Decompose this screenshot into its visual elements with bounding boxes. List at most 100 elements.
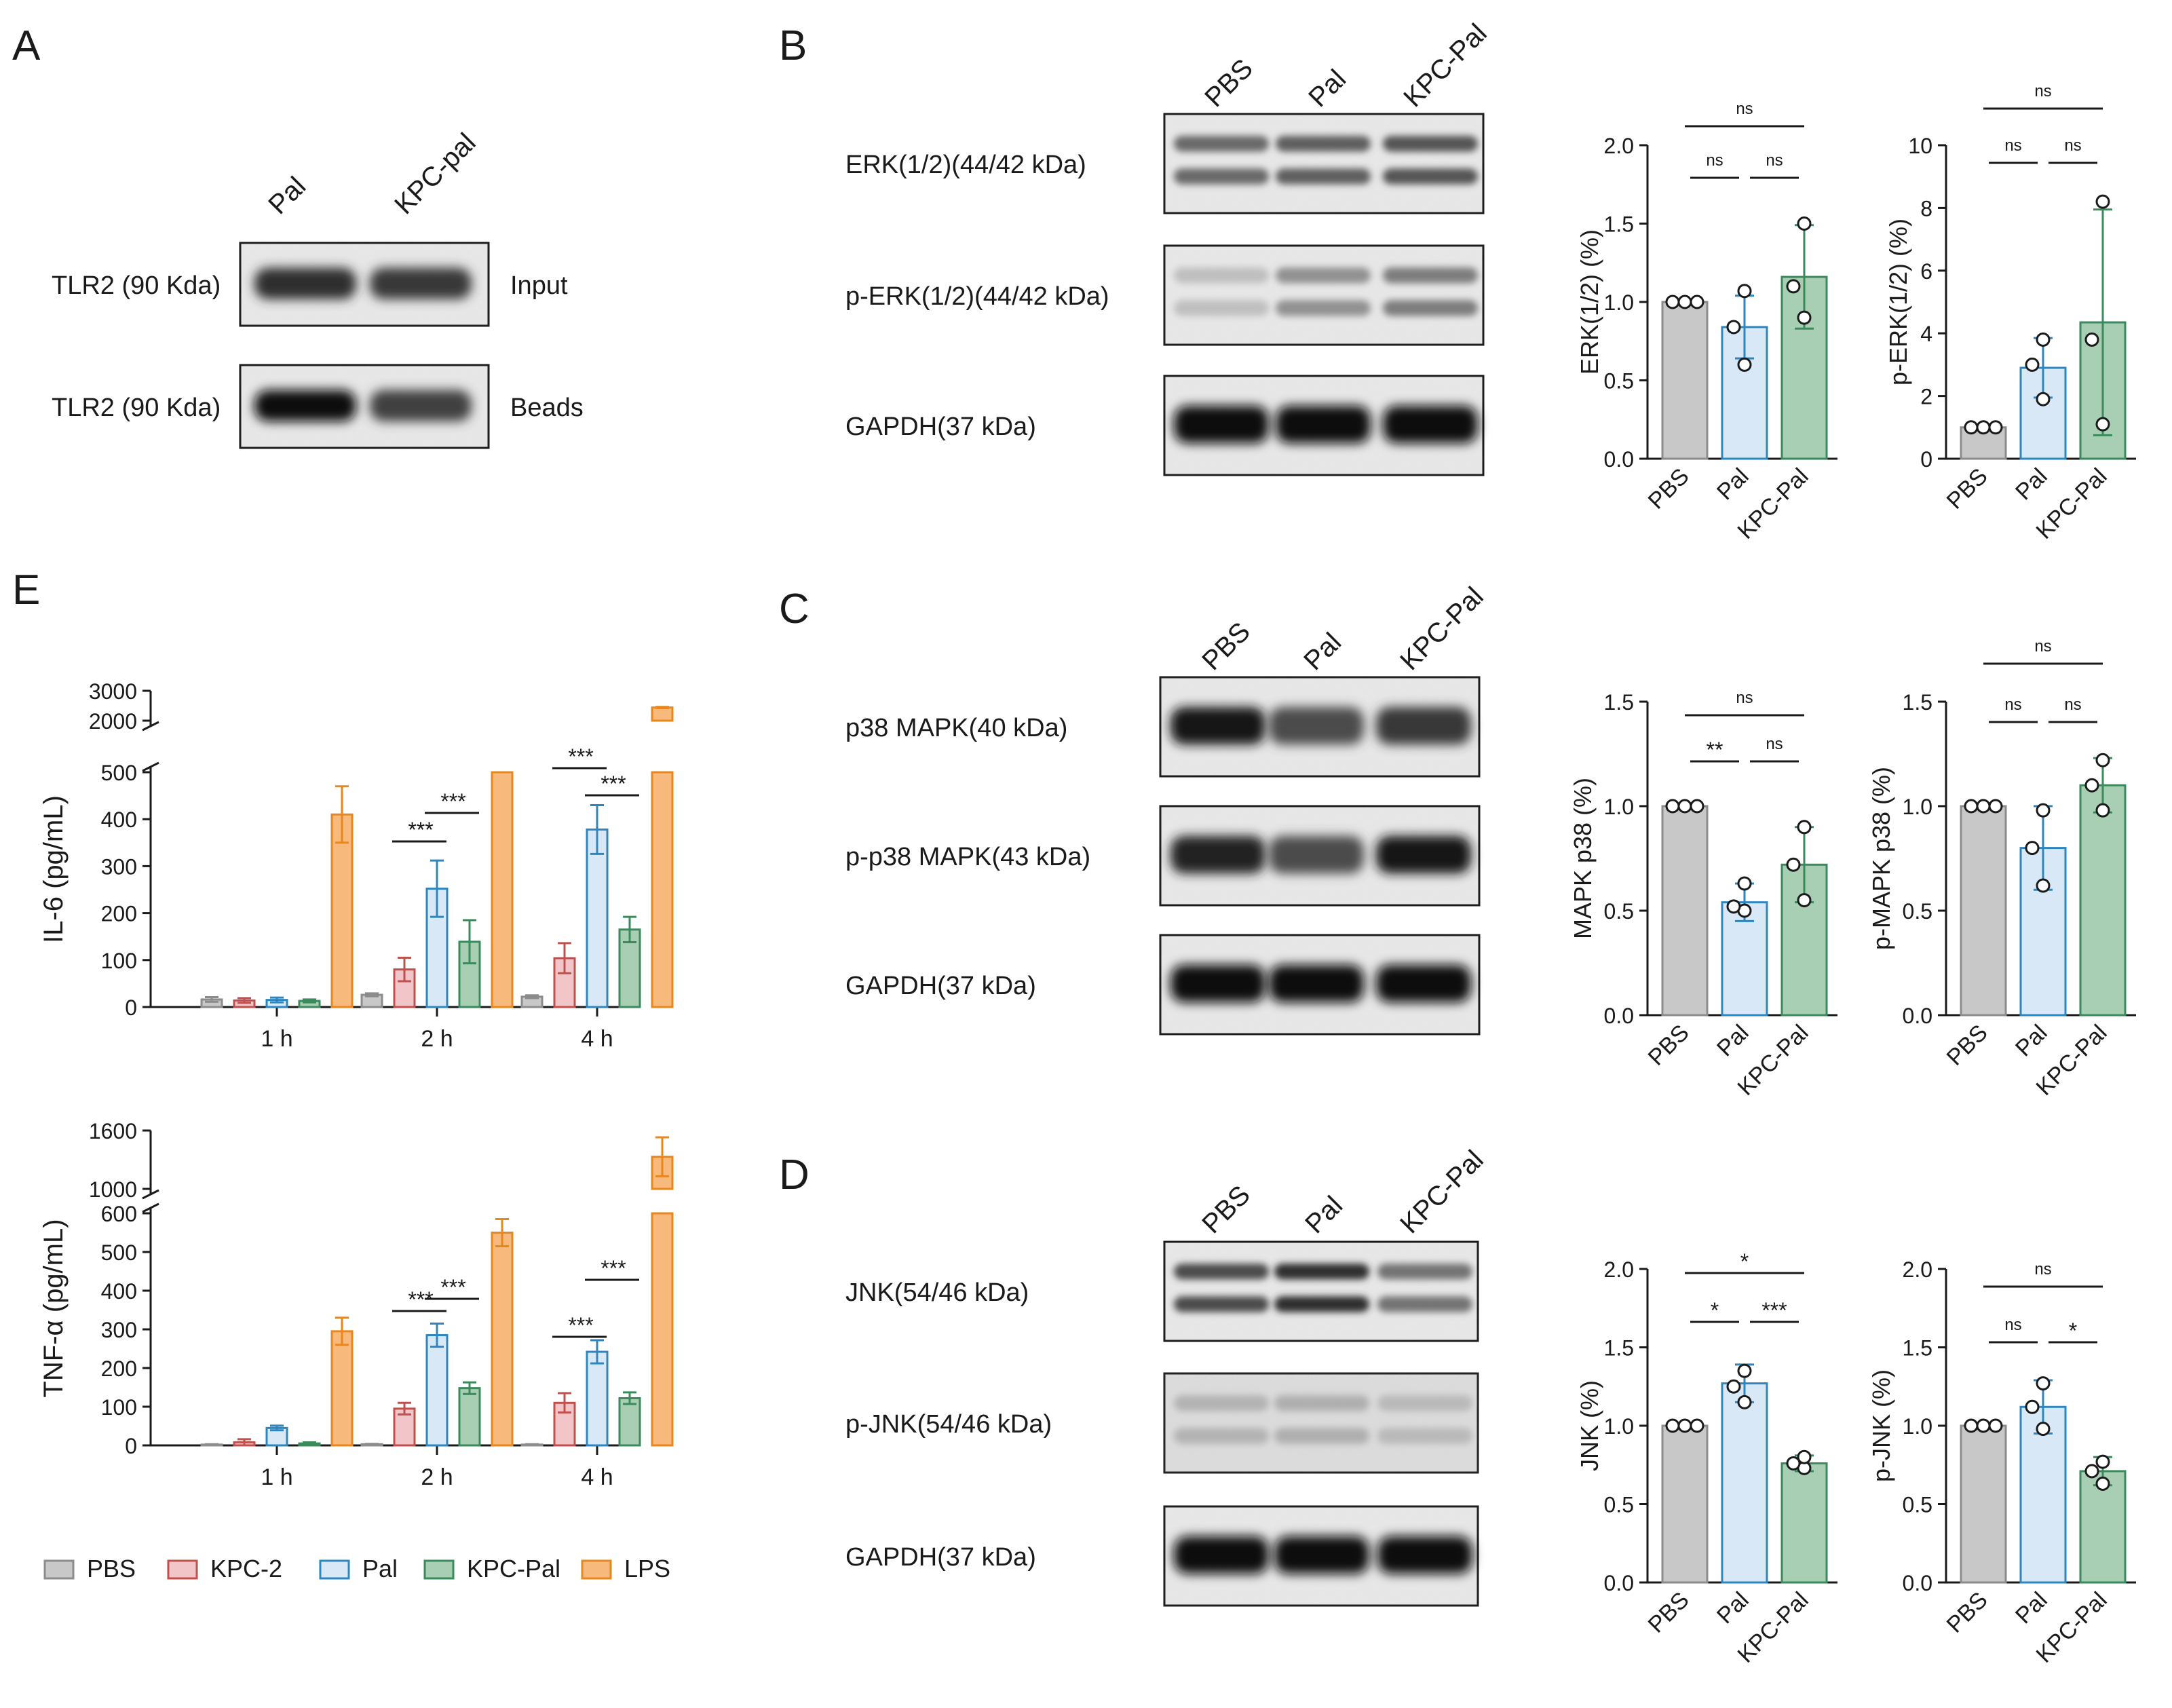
data-point — [2084, 332, 2099, 347]
blot-band — [1276, 405, 1371, 444]
blot-row-label: p38 MAPK(40 kDa) — [845, 714, 1067, 742]
blot-band — [1276, 300, 1371, 316]
data-point — [1797, 893, 1812, 908]
y-tick-label: 1.5 — [1604, 1336, 1634, 1361]
data-point — [1797, 310, 1812, 325]
y-tick-label: 0.5 — [1903, 1493, 1932, 1517]
data-point — [1976, 420, 1991, 435]
data-point — [1964, 420, 1979, 435]
y-tick-label: 0.5 — [1903, 899, 1932, 924]
sig-label: *** — [408, 818, 433, 842]
data-point — [1677, 1418, 1692, 1433]
sig-label: ns — [2064, 696, 2081, 714]
blot-row-label: JNK(54/46 kDa) — [845, 1278, 1029, 1307]
lane-label: KPC-pal — [389, 128, 481, 220]
x-tick-label: 2 h — [421, 1026, 453, 1052]
sig-label: ns — [1736, 689, 1753, 707]
y-tick-label: 1.5 — [1604, 690, 1634, 715]
data-point — [2084, 778, 2099, 793]
bar — [1661, 301, 1709, 460]
y-axis-label: p-JNK (%) — [1867, 1369, 1895, 1482]
y-tick-label: 10 — [1908, 134, 1932, 158]
blot-row-label: TLR2 (90 Kda) — [52, 271, 221, 300]
lane-label: PBS — [1196, 617, 1256, 677]
y-tick-label: 200 — [101, 902, 137, 926]
data-point — [1797, 1449, 1812, 1464]
y-tick-label: 8 — [1920, 196, 1932, 221]
data-point — [2025, 357, 2040, 372]
data-point — [1988, 799, 2003, 814]
axis-break — [142, 761, 159, 772]
blot-band — [254, 267, 356, 299]
y-tick-label: 0 — [125, 1434, 137, 1458]
blot-panel-b: PBS Pal KPC-Pal ERK(1/2)(44/42 kDa) p-ERK(1/… — [845, 18, 1493, 476]
x-tick-label: 1 h — [261, 1464, 292, 1490]
bar — [618, 1397, 641, 1447]
blot-band — [1274, 1536, 1369, 1574]
y-tick-label: 0.0 — [1903, 1571, 1932, 1595]
bar — [586, 828, 609, 1008]
lane-label: Pal — [1299, 1190, 1348, 1239]
blot-band — [1383, 136, 1478, 152]
data-point — [2095, 803, 2110, 818]
sig-label: ns — [1706, 151, 1723, 170]
blot-band — [1174, 267, 1269, 284]
data-point — [1786, 1456, 1801, 1470]
blot-band — [1276, 168, 1371, 185]
blot-band — [1377, 1428, 1472, 1444]
data-point — [1964, 1418, 1979, 1433]
x-tick-label: 4 h — [581, 1026, 613, 1052]
data-point — [1737, 1363, 1752, 1378]
blot-row-label: GAPDH(37 kDa) — [845, 1543, 1036, 1572]
x-tick-label: PBS — [1942, 1587, 1993, 1638]
x-tick-label: PBS — [1942, 1020, 1993, 1071]
blot-band — [1276, 136, 1371, 152]
sig-label: *** — [440, 1275, 465, 1299]
blot-band — [1383, 168, 1478, 185]
y-tick-label: 2.0 — [1903, 1257, 1932, 1282]
sig-label: * — [1711, 1298, 1719, 1323]
bar — [491, 771, 514, 1008]
blot-band — [1274, 1296, 1369, 1312]
data-point — [1665, 295, 1680, 309]
y-tick-label: 1.0 — [1604, 290, 1634, 315]
sig-label: ** — [1707, 738, 1723, 762]
y-axis-label: IL-6 (pg/mL) — [39, 795, 69, 943]
blot-band — [1174, 405, 1269, 444]
blot-band — [1376, 964, 1471, 1003]
blot-band — [1274, 1264, 1369, 1280]
blot-band — [1377, 1536, 1472, 1574]
y-tick-label: 600 — [101, 1202, 137, 1226]
y-tick-label: 2.0 — [1604, 1257, 1634, 1282]
blot-band — [1377, 1264, 1472, 1280]
blot-band — [1276, 267, 1371, 284]
sig-label: * — [1740, 1249, 1749, 1274]
y-tick-label: 400 — [101, 1279, 137, 1304]
y-tick-label: 0.0 — [1903, 1004, 1932, 1028]
data-point — [1726, 899, 1741, 914]
blot-noise — [1164, 1242, 1478, 1341]
blot-band — [1274, 1428, 1369, 1444]
lane-label: KPC-Pal — [1398, 18, 1493, 113]
sig-label: *** — [601, 1256, 626, 1280]
panel-label-c: C — [779, 586, 809, 632]
data-point — [2095, 1454, 2110, 1469]
blot-noise — [1164, 246, 1483, 345]
legend-swatch — [319, 1559, 350, 1580]
sig-label: ns — [2064, 136, 2081, 155]
sig-label: ns — [2034, 1260, 2051, 1278]
data-point — [2036, 1422, 2051, 1437]
x-tick-label: Pal — [2011, 463, 2053, 506]
legend-label: Pal — [362, 1555, 398, 1582]
bar — [425, 1334, 449, 1447]
chart-il6: 0 100 200 300 400 500 2000 3000 IL-6 (pg/mL) 1 h 2… — [39, 679, 674, 1052]
bar — [586, 1350, 609, 1447]
blot-band — [370, 390, 472, 421]
data-point — [1964, 799, 1979, 814]
y-axis-label: TNF-α (pg/mL) — [39, 1219, 69, 1397]
data-point — [1726, 1379, 1741, 1394]
